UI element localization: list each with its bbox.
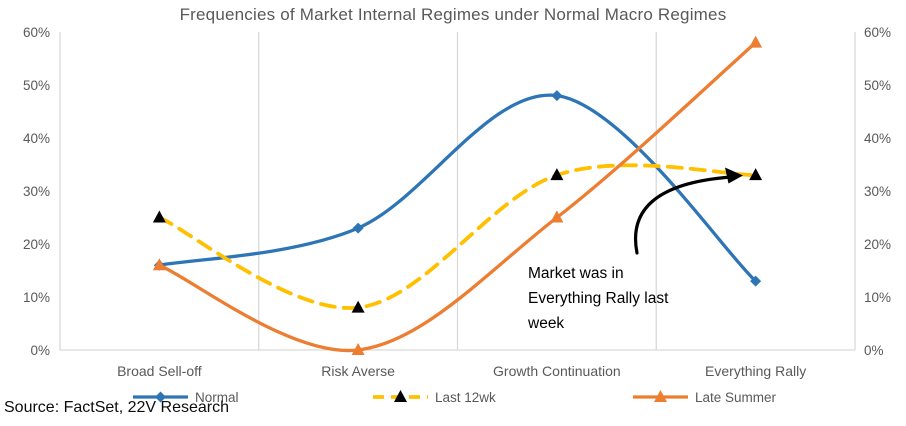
y-axis-label-right: 10% <box>864 290 891 305</box>
y-axis-label-left: 60% <box>23 25 50 40</box>
y-axis-label-right: 30% <box>864 184 891 199</box>
legend-label-normal: Normal <box>195 390 239 405</box>
annotation-text: Market was in Everything Rally last week <box>528 265 669 332</box>
series-line-late-summer <box>157 40 758 353</box>
marker-last-12wk-0 <box>152 210 166 223</box>
y-axis-label-right: 0% <box>864 343 884 358</box>
x-axis-label: Broad Sell-off <box>117 363 202 379</box>
y-axis-label-left: 0% <box>30 343 50 358</box>
marker-last-12wk-2 <box>550 168 564 181</box>
y-axis-label-left: 20% <box>23 237 50 252</box>
y-axis-label-left: 50% <box>23 78 50 93</box>
x-axis-label: Everything Rally <box>705 363 806 379</box>
source-text: Source: FactSet, 22V Research <box>4 399 229 416</box>
legend-label-late-summer: Late Summer <box>695 390 777 405</box>
series-line-last-12wk <box>157 163 758 310</box>
x-axis-label: Growth Continuation <box>493 363 621 379</box>
marker-normal-2 <box>551 90 563 102</box>
marker-normal-3 <box>750 275 762 287</box>
legend-item-last-12wk: Last 12wk <box>373 390 496 405</box>
marker-late-summer-3 <box>749 35 763 48</box>
annotation-arrowhead <box>725 167 743 184</box>
marker-last-12wk-1 <box>351 300 365 313</box>
marker-late-summer-1 <box>351 343 365 355</box>
y-axis-label-right: 60% <box>864 25 891 40</box>
marker-late-summer-2 <box>550 210 564 223</box>
marker-normal-1 <box>352 222 364 234</box>
marker-last-12wk-3 <box>749 168 763 181</box>
y-axis-label-right: 20% <box>864 237 891 252</box>
legend-marker-normal <box>155 391 166 403</box>
y-axis-label-right: 40% <box>864 131 891 146</box>
legend-label-last-12wk: Last 12wk <box>435 390 496 405</box>
legend-marker-late-summer <box>654 390 667 402</box>
series-line-normal <box>157 93 758 283</box>
legend-marker-last-12wk <box>394 390 407 402</box>
legend-item-late-summer: Late Summer <box>633 390 777 405</box>
y-axis-label-right: 50% <box>864 78 891 93</box>
y-axis-label-left: 10% <box>23 290 50 305</box>
marker-late-summer-0 <box>152 258 166 271</box>
x-axis-label: Risk Averse <box>321 363 395 379</box>
y-axis-label-left: 30% <box>23 184 50 199</box>
annotation-arrow <box>634 175 733 255</box>
y-axis-label-left: 40% <box>23 131 50 146</box>
chart-title: Frequencies of Market Internal Regimes u… <box>179 5 727 24</box>
